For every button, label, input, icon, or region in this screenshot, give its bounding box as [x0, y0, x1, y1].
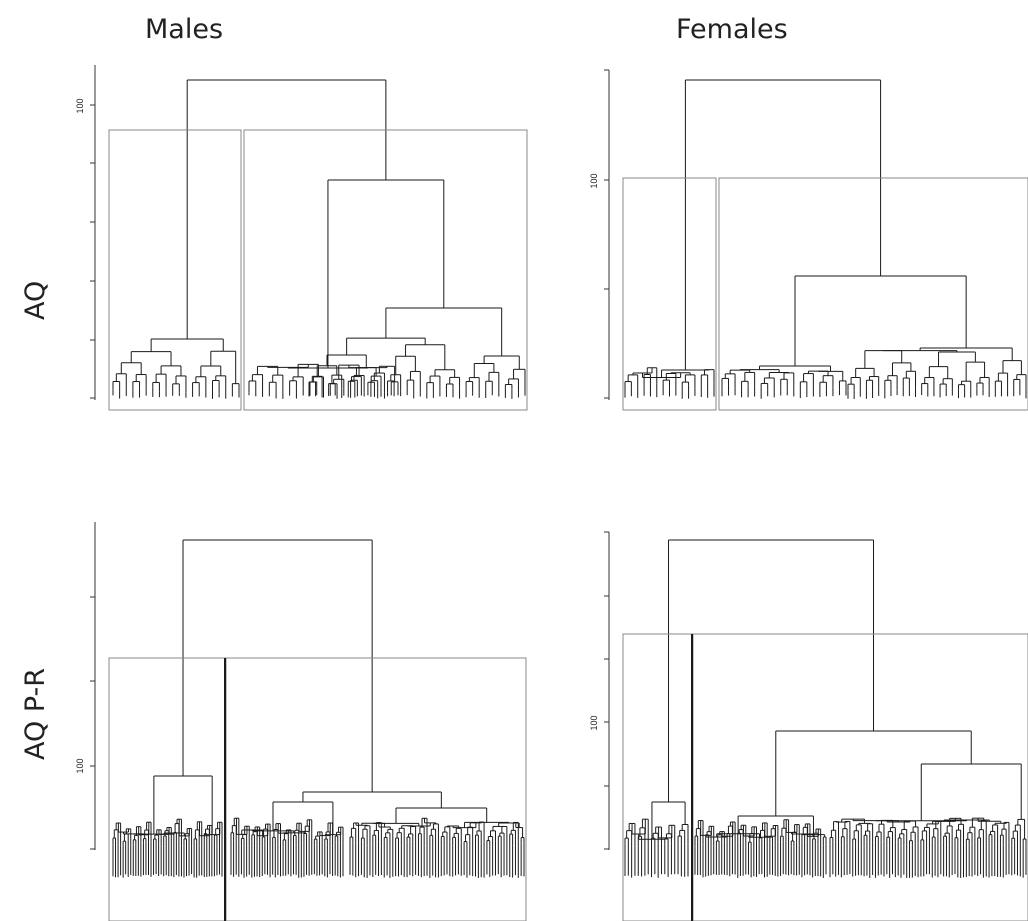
cluster-box: [622, 177, 717, 411]
y-tick-label: 100: [75, 98, 85, 113]
cluster-box: [225, 657, 527, 921]
column-label-females: Females: [676, 14, 788, 45]
y-tick-label: 100: [75, 758, 85, 773]
cluster-box: [622, 633, 693, 921]
panel-males-aq: 100: [75, 65, 528, 411]
cluster-box: [718, 177, 1028, 411]
panel-females-aqpr: 100: [589, 531, 1028, 921]
cluster-box: [108, 129, 242, 411]
column-label-males: Males: [145, 14, 224, 45]
y-tick-label: 100: [589, 173, 599, 188]
cluster-box: [243, 129, 528, 411]
cluster-box: [692, 633, 1028, 921]
cluster-box: [108, 657, 226, 921]
panel-males-aqpr: 100: [75, 522, 527, 921]
panel-females-aq: 100: [589, 69, 1028, 411]
y-tick-label: 100: [589, 715, 599, 730]
